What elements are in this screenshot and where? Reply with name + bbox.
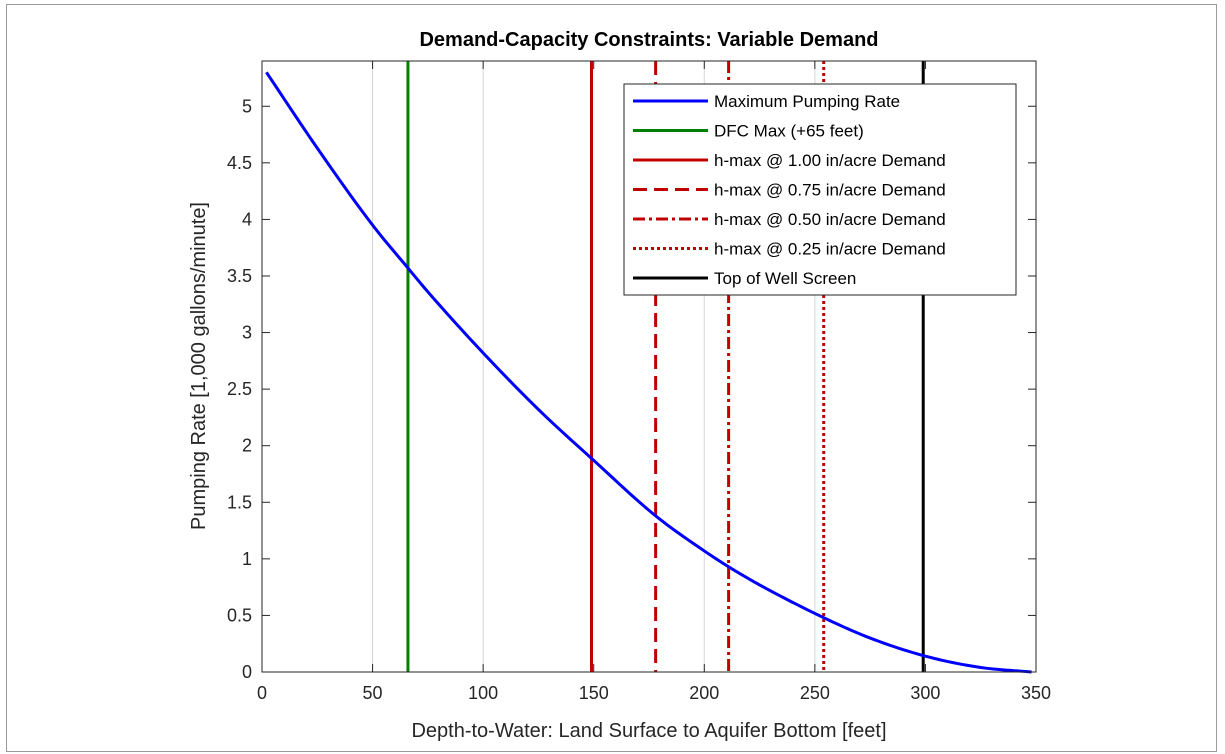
vertical-lines bbox=[406, 61, 925, 672]
x-tick-label: 100 bbox=[468, 683, 498, 703]
y-tick-label: 4 bbox=[242, 209, 252, 229]
y-tick-label: 2 bbox=[242, 436, 252, 456]
x-tick-label: 300 bbox=[910, 683, 940, 703]
legend-label: DFC Max (+65 feet) bbox=[714, 122, 864, 141]
legend-label: h-max @ 0.75 in/acre Demand bbox=[714, 181, 946, 200]
x-tick-label: 0 bbox=[257, 683, 267, 703]
data-point bbox=[593, 459, 595, 461]
legend-label: h-max @ 0.25 in/acre Demand bbox=[714, 240, 946, 259]
chart-title: Demand-Capacity Constraints: Variable De… bbox=[419, 29, 878, 51]
data-point bbox=[727, 566, 729, 568]
y-tick-label: 5 bbox=[242, 96, 252, 116]
data-point bbox=[371, 224, 373, 226]
axis-ticks: 0 50 100 150 200 250 300 350 0 0.5 1 1.5 2 2.5 3 3.5 4 4.… bbox=[227, 61, 1051, 703]
y-tick-label: 3 bbox=[242, 323, 252, 343]
data-point bbox=[265, 71, 267, 73]
data-point bbox=[537, 408, 539, 410]
data-point bbox=[407, 267, 409, 269]
data-point bbox=[823, 616, 825, 618]
data-point bbox=[427, 291, 429, 293]
x-tick-label: 200 bbox=[689, 683, 719, 703]
x-tick-label: 250 bbox=[800, 683, 830, 703]
x-tick-label: 350 bbox=[1021, 683, 1051, 703]
y-tick-label: 2.5 bbox=[227, 379, 252, 399]
y-tick-label: 3.5 bbox=[227, 266, 252, 286]
data-point bbox=[654, 515, 656, 517]
y-tick-label: 1.5 bbox=[227, 492, 252, 512]
data-point bbox=[869, 637, 871, 639]
x-axis-label: Depth-to-Water: Land Surface to Aquifer … bbox=[411, 720, 886, 742]
legend-label: h-max @ 0.50 in/acre Demand bbox=[714, 210, 946, 229]
legend: Maximum Pumping Rate DFC Max (+65 feet) h-… bbox=[623, 83, 1017, 296]
data-point bbox=[703, 550, 705, 552]
data-point bbox=[758, 584, 760, 586]
pumping-curve bbox=[265, 71, 1032, 674]
legend-label: h-max @ 1.00 in/acre Demand bbox=[714, 151, 946, 170]
legend-box bbox=[623, 83, 1017, 296]
data-point bbox=[980, 666, 982, 668]
data-point bbox=[482, 352, 484, 354]
y-tick-label: 1 bbox=[242, 549, 252, 569]
x-tick-label: 150 bbox=[579, 683, 609, 703]
y-axis-label: Pumping Rate [1,000 gallons/minute] bbox=[188, 202, 210, 530]
data-point bbox=[316, 147, 318, 149]
data-point bbox=[924, 655, 926, 657]
y-tick-label: 0 bbox=[242, 662, 252, 682]
legend-label: Maximum Pumping Rate bbox=[714, 92, 900, 111]
series-line bbox=[265, 71, 1032, 674]
plot-border bbox=[261, 60, 1037, 673]
x-tick-label: 50 bbox=[363, 683, 383, 703]
legend-label: Top of Well Screen bbox=[714, 269, 856, 288]
y-tick-label: 0.5 bbox=[227, 605, 252, 625]
y-tick-label: 4.5 bbox=[227, 153, 252, 173]
